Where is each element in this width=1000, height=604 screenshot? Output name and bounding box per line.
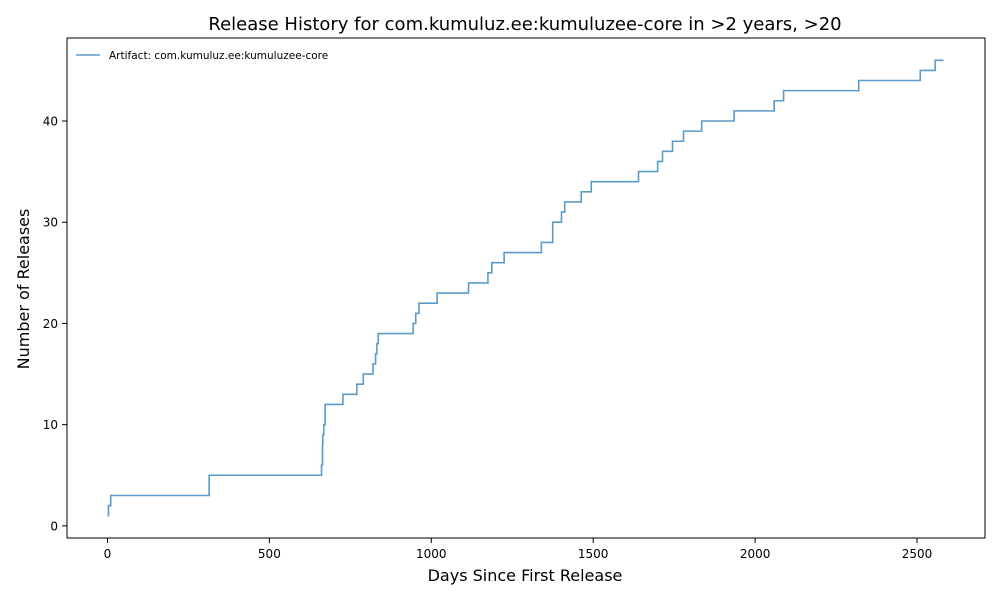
y-axis: 0 10 20 30 40 bbox=[43, 114, 67, 533]
x-tick-label: 1500 bbox=[578, 547, 609, 561]
y-tick-label: 10 bbox=[43, 418, 58, 432]
series-line-0 bbox=[107, 59, 944, 517]
chart-title: Release History for com.kumuluz.ee:kumul… bbox=[208, 14, 841, 35]
x-axis: 0 500 1000 1500 2000 2500 bbox=[104, 538, 933, 561]
x-axis-label: Days Since First Release bbox=[428, 566, 623, 585]
plot-frame bbox=[66, 37, 986, 539]
legend-label: Artifact: com.kumuluz.ee:kumuluzee-core bbox=[109, 50, 328, 62]
y-axis-label: Number of Releases bbox=[14, 209, 33, 370]
x-tick-label: 500 bbox=[258, 547, 281, 561]
y-tick-label: 20 bbox=[43, 317, 58, 331]
y-tick-label: 30 bbox=[43, 216, 58, 230]
legend: Artifact: com.kumuluz.ee:kumuluzee-core bbox=[76, 50, 328, 62]
x-tick-label: 2000 bbox=[740, 547, 771, 561]
plot-area bbox=[66, 37, 986, 539]
y-tick-label: 0 bbox=[50, 519, 58, 533]
x-tick-label: 2500 bbox=[902, 547, 933, 561]
x-tick-label: 1000 bbox=[416, 547, 447, 561]
y-tick-label: 40 bbox=[43, 114, 58, 128]
x-tick-label: 0 bbox=[104, 547, 112, 561]
